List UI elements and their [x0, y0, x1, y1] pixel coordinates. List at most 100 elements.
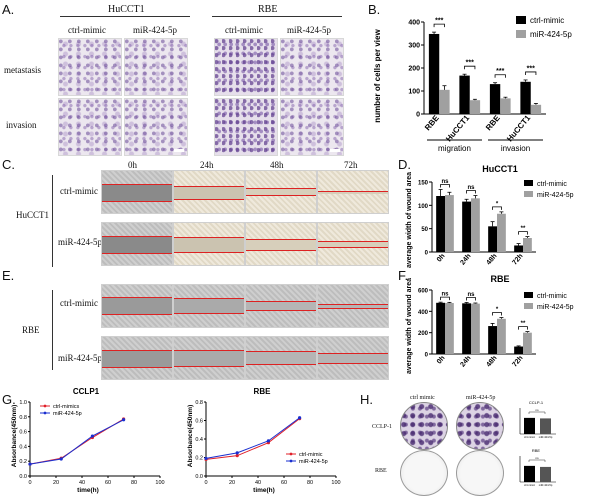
micrograph-a-rbe-ctrl-metastasis: [214, 38, 278, 96]
chart-g2-ytick-label: 0.2: [195, 456, 203, 462]
chart-h2: RBE ctrl-mimic miR-424-5p ns: [519, 448, 556, 487]
chart-g2-ytick-label: 0.4: [195, 437, 203, 443]
d-plot-sig-bracket: [492, 206, 502, 210]
scale-bar: [174, 149, 184, 152]
chart-h1-bar: [524, 417, 535, 434]
d-plot-sig-label: *: [496, 201, 499, 207]
micrograph-a-huc-mir-invasion: [124, 98, 188, 156]
chart-h1-sig-bracket: [528, 411, 546, 414]
panel-a-col4: miR-424-5p: [287, 25, 331, 35]
chart-g1-xtick-label: 100: [155, 480, 164, 486]
f-plot-bar: [523, 332, 532, 354]
wound-e-mir-24h: [173, 336, 245, 380]
panel-e-row1: ctrl-mimic: [60, 298, 98, 308]
f-plot-sig-label: ns: [441, 292, 449, 298]
chart-h2-bar: [524, 465, 535, 482]
b-plot-ytick-label: 200: [408, 66, 420, 73]
f-plot-sig-label: ns: [467, 292, 475, 298]
d-plot-ytick-label: 100: [418, 204, 429, 210]
wound-e-ctrl-0h: [101, 284, 173, 328]
f-plot-ytick-label: 0: [425, 353, 429, 359]
chart-g1-point: [59, 457, 63, 461]
wound-c-ctrl-72h: [317, 170, 389, 214]
d-plot-sig-bracket: [466, 190, 476, 194]
b-plot-bar: [520, 81, 531, 114]
chart-g2-title: RBE: [254, 387, 272, 396]
chart-g2-legend-label: miR-424-5p: [299, 459, 328, 465]
b-plot-bar: [428, 33, 440, 114]
panel-c-row1: ctrl-mimic: [60, 186, 98, 196]
chart-g1-ytick-label: 0.8: [19, 415, 27, 421]
f-plot-category-label: 48h: [485, 355, 498, 369]
panel-a-col3: ctrl-mimic: [225, 25, 263, 35]
chart-g1-xtick-label: 60: [105, 480, 111, 486]
f-plot-category-label: 24h: [459, 355, 472, 369]
d-plot-sig-bracket: [440, 184, 450, 188]
chart-d: HuCCT1 average width of wound area 0 50 10…: [406, 164, 574, 268]
chart-g1-ytick-label: 0.6: [19, 430, 27, 436]
d-plot-bar: [488, 226, 497, 252]
chart-g2-ylabel: Absorbance(450nm): [187, 405, 194, 468]
f-plot-bar: [471, 303, 480, 354]
chart-h2-category-label: ctrl-mimic: [524, 483, 536, 487]
panel-d-letter: D.: [398, 157, 411, 172]
chart-g1-legend-label: miR-424-5p: [53, 411, 82, 417]
chart-h2-sig-label: ns: [535, 456, 539, 460]
d-plot-category-label: 48h: [485, 253, 498, 267]
chart-h2-sig-bracket: [528, 459, 546, 462]
chart-g1-legend-label: ctrl-mimics: [53, 404, 80, 410]
panel-c-cell: HuCCT1: [16, 210, 50, 220]
chart-d-legend-swatch: [524, 180, 533, 186]
panel-b-letter: B.: [368, 2, 381, 17]
b-plot-ytick-label: 0: [416, 112, 420, 119]
panel-c-row2: miR-424-5p: [58, 237, 102, 247]
f-plot-bar: [514, 346, 523, 354]
b-plot-sig-label: ***: [435, 18, 443, 25]
panel-c-bracket: [52, 175, 53, 267]
d-plot-ytick-label: 0: [425, 251, 429, 257]
chart-g1-point: [122, 418, 126, 422]
micrograph-a-huc-mir-metastasis: [124, 38, 188, 96]
d-plot-category-label: 72h: [511, 253, 524, 267]
b-plot-sig-label: ***: [527, 65, 535, 72]
chart-g2-xtick-label: 80: [307, 480, 313, 486]
b-plot-category-label: RBE: [423, 113, 441, 132]
panel-a-group2: RBE: [258, 4, 278, 15]
b-plot-sig-label: ***: [466, 60, 474, 67]
wound-e-ctrl-24h: [173, 284, 245, 328]
b-plot-category-label: RBE: [484, 113, 502, 132]
chart-d-legend-label: ctrl-mimic: [537, 181, 567, 188]
wound-c-mir-48h: [245, 222, 317, 266]
panel-h-row2: RBE: [375, 468, 387, 474]
panel-c-time-3: 72h: [344, 160, 358, 170]
micrograph-a-rbe-mir-metastasis: [280, 38, 344, 96]
chart-g2: RBE Absorbance(450nm) time(h) 0.0 0.2 0.4 0…: [187, 387, 341, 494]
plate-h-rbe-mir: [456, 450, 504, 496]
wound-c-ctrl-24h: [173, 170, 245, 214]
micrograph-a-huc-ctrl-invasion: [58, 98, 122, 156]
chart-f: RBE average width of wound area 0 200 400 6…: [406, 274, 574, 374]
panel-c-time-1: 24h: [200, 160, 214, 170]
d-plot-category-label: 0h: [436, 253, 447, 264]
chart-g2-point: [235, 454, 239, 458]
b-plot-bar: [530, 104, 542, 114]
d-plot-bar: [462, 201, 471, 252]
panel-h-letter: H.: [360, 392, 373, 407]
f-plot-bar: [436, 302, 445, 354]
chart-b-group-label: migration: [438, 144, 471, 153]
chart-b-legend-label: ctrl-mimic: [530, 16, 564, 25]
f-plot-sig-label: *: [496, 307, 499, 313]
chart-f-legend-swatch: [524, 303, 533, 309]
chart-f-title: RBE: [490, 274, 509, 284]
panel-c-letter: C.: [2, 157, 15, 172]
f-plot-ytick-label: 600: [418, 289, 429, 295]
f-plot-ytick-label: 200: [418, 331, 429, 337]
plate-h-cclp-mir: [456, 402, 504, 450]
wound-e-ctrl-48h: [245, 284, 317, 328]
f-plot-sig-bracket: [440, 296, 450, 301]
chart-g2-legend-marker: [289, 459, 293, 463]
d-plot-ytick-label: 150: [418, 181, 429, 187]
d-plot-bar: [436, 196, 445, 252]
panel-c-time-0: 0h: [128, 160, 137, 170]
chart-g2-point: [266, 439, 270, 443]
